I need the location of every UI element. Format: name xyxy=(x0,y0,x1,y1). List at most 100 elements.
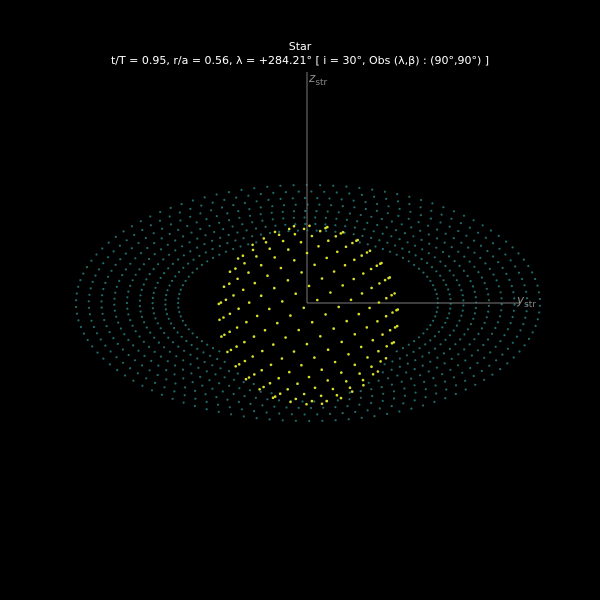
disk-dot xyxy=(388,250,392,253)
disk-dot xyxy=(453,260,456,263)
disk-dot xyxy=(189,215,192,218)
disk-dot xyxy=(483,356,486,359)
disk-dot xyxy=(199,227,202,231)
disk-dot xyxy=(173,390,176,393)
disk-dot xyxy=(297,190,300,193)
disk-dot xyxy=(467,246,470,249)
disk-dot xyxy=(413,340,416,343)
disk-dot xyxy=(102,262,105,265)
disk-dot xyxy=(206,260,209,263)
disk-dot xyxy=(224,250,228,253)
star-dot xyxy=(383,278,387,282)
disk-dot xyxy=(381,232,384,235)
disk-dot xyxy=(189,207,192,210)
disk-dot xyxy=(490,332,494,335)
disk-dot xyxy=(356,220,359,223)
star-dot xyxy=(228,330,231,334)
star-dot xyxy=(251,248,255,252)
disk-dot xyxy=(449,297,452,301)
disk-dot xyxy=(449,307,452,310)
disk-dot xyxy=(163,346,166,349)
disk-dot xyxy=(198,254,201,257)
disk-dot xyxy=(418,347,421,350)
disk-dot xyxy=(421,248,424,251)
star-dot xyxy=(222,285,226,289)
disk-dot xyxy=(165,313,169,316)
disk-dot xyxy=(310,190,313,193)
disk-dot xyxy=(511,246,514,249)
disk-dot xyxy=(107,241,110,244)
disk-dot xyxy=(316,413,319,416)
disk-dot xyxy=(396,193,399,196)
star-dot xyxy=(384,314,388,318)
disk-dot xyxy=(181,319,184,322)
disk-dot xyxy=(141,228,144,232)
star-dot xyxy=(266,274,269,278)
disk-dot xyxy=(243,395,246,398)
disk-dot xyxy=(138,268,141,271)
star-dot xyxy=(379,360,382,363)
disk-dot xyxy=(348,192,351,195)
disk-dot xyxy=(182,377,185,380)
disk-dot xyxy=(168,232,171,236)
disk-dot xyxy=(152,291,155,294)
star-dot xyxy=(313,263,316,267)
disk-dot xyxy=(314,216,317,219)
disk-dot xyxy=(173,326,176,330)
disk-dot xyxy=(421,355,424,358)
disk-dot xyxy=(485,316,488,319)
star-dot xyxy=(268,247,272,250)
disk-dot xyxy=(517,252,520,255)
disk-dot xyxy=(506,362,509,365)
disk-dot xyxy=(232,247,235,251)
star-dot xyxy=(365,326,369,329)
disk-dot xyxy=(522,323,525,326)
star-dot xyxy=(228,312,232,316)
star-dot xyxy=(380,261,383,265)
disk-dot xyxy=(82,272,85,275)
disk-dot xyxy=(195,267,199,270)
star-dot xyxy=(377,301,381,304)
disk-dot xyxy=(448,334,451,337)
disk-dot xyxy=(211,387,214,390)
disk-dot xyxy=(270,392,273,395)
disk-dot xyxy=(240,408,243,411)
star-dot xyxy=(276,321,279,325)
disk-dot xyxy=(412,235,415,238)
disk-dot xyxy=(90,319,93,322)
disk-dot xyxy=(148,369,151,372)
disk-dot xyxy=(113,309,116,312)
disk-dot xyxy=(171,262,174,265)
disk-dot xyxy=(433,256,436,259)
disk-dot xyxy=(146,246,149,250)
disk-dot xyxy=(401,256,405,259)
disk-dot xyxy=(499,340,502,343)
disk-dot xyxy=(167,253,171,256)
disk-dot xyxy=(237,400,240,404)
disk-dot xyxy=(536,318,539,321)
disk-dot xyxy=(495,359,498,362)
disk-dot xyxy=(100,300,103,303)
star-dot xyxy=(337,305,341,309)
disk-dot xyxy=(221,390,224,393)
disk-dot xyxy=(182,401,185,404)
disk-dot xyxy=(215,396,218,399)
disk-dot xyxy=(314,222,317,226)
star-dot xyxy=(392,341,396,344)
disk-dot xyxy=(248,208,251,211)
disk-dot xyxy=(408,195,411,198)
disk-dot xyxy=(397,214,400,217)
disk-dot xyxy=(292,216,295,219)
disk-dot xyxy=(472,317,475,320)
disk-dot xyxy=(184,279,187,282)
disk-dot xyxy=(127,338,130,341)
disk-dot xyxy=(91,280,94,283)
disk-dot xyxy=(205,370,208,373)
disk-dot xyxy=(531,271,534,274)
disk-dot xyxy=(131,279,134,282)
disk-dot xyxy=(139,220,142,223)
disk-dot xyxy=(75,299,78,302)
disk-dot xyxy=(413,384,416,387)
disk-dot xyxy=(419,214,422,217)
disk-dot xyxy=(435,392,438,395)
